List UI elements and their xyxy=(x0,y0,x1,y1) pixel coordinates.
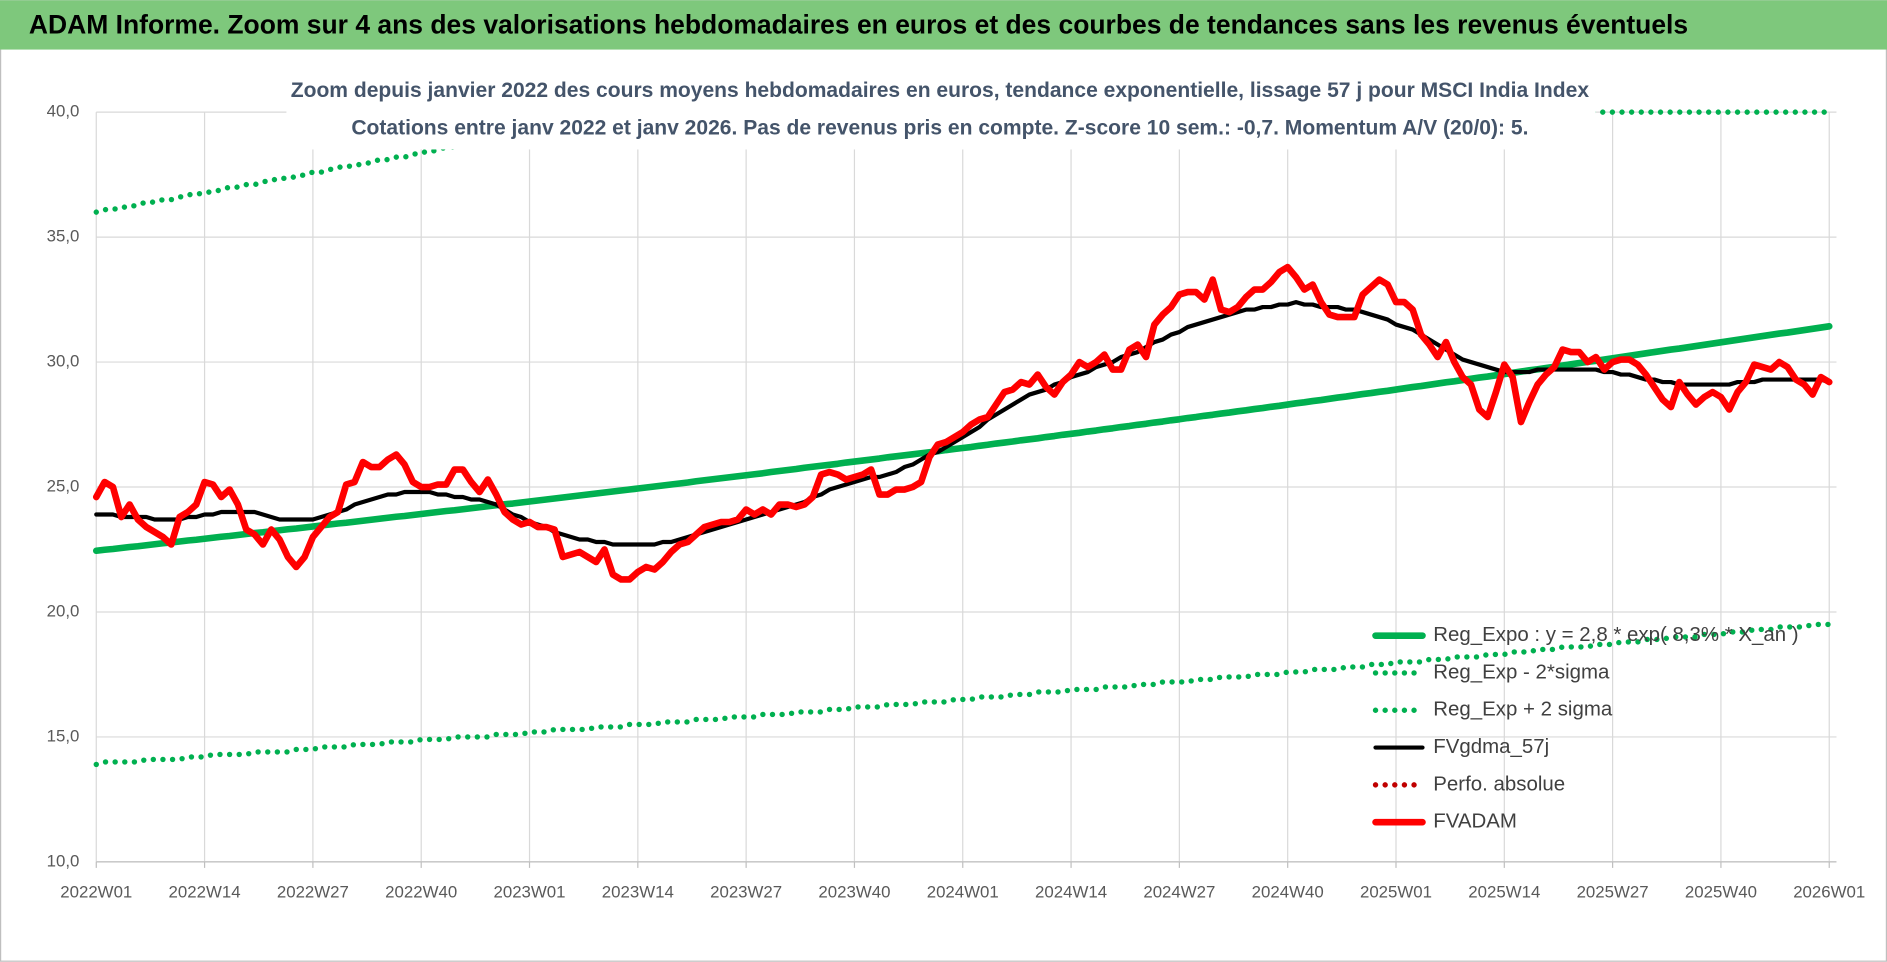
x-tick-label: 2022W27 xyxy=(277,883,349,902)
x-tick-label: 2025W27 xyxy=(1577,883,1649,902)
x-tick-label: 2025W14 xyxy=(1468,883,1540,902)
y-tick-label: 35,0 xyxy=(47,227,80,246)
x-tick-label: 2022W14 xyxy=(169,883,241,902)
x-tick-label: 2024W01 xyxy=(927,883,999,902)
header-title: ADAM Informe. Zoom sur 4 ans des valoris… xyxy=(29,10,1688,40)
series-line xyxy=(93,621,1832,768)
y-tick-label: 25,0 xyxy=(47,476,80,495)
legend-label: Reg_Exp + 2 sigma xyxy=(1433,698,1613,721)
legend: Reg_Expo : y = 2,8 * exp( 8,3% * X_an ) R… xyxy=(1372,623,1799,833)
x-tick-label: 2025W01 xyxy=(1360,883,1432,902)
y-tick-label: 10,0 xyxy=(47,851,80,870)
x-tick-label: 2025W40 xyxy=(1685,883,1757,902)
legend-label: FVgdma_57j xyxy=(1433,735,1549,758)
x-tick-label: 2026W01 xyxy=(1793,883,1865,902)
x-tick-label: 2024W27 xyxy=(1143,883,1215,902)
x-tick-label: 2024W40 xyxy=(1252,883,1324,902)
legend-label: Reg_Expo : y = 2,8 * exp( 8,3% * X_an ) xyxy=(1433,623,1798,646)
y-tick-label: 30,0 xyxy=(47,352,80,371)
chart-subtitle: Cotations entre janv 2022 et janv 2026. … xyxy=(351,117,1528,140)
title-box xyxy=(286,72,1596,150)
x-tick-label: 2024W14 xyxy=(1035,883,1107,902)
series-line xyxy=(93,109,1832,215)
series-line xyxy=(92,263,1833,583)
legend-label: Perfo. absolue xyxy=(1433,772,1565,795)
y-tick-label: 40,0 xyxy=(47,102,80,121)
x-tick-label: 2023W40 xyxy=(818,883,890,902)
plot-area: 10,0 15,0 20,0 25,0 30,0 35,0 40,0 2022W01 2022W… xyxy=(47,102,1866,902)
x-tick-label: 2023W27 xyxy=(710,883,782,902)
x-tick-label: 2022W01 xyxy=(60,883,132,902)
y-tick-label: 15,0 xyxy=(47,726,80,745)
x-tick-label: 2023W14 xyxy=(602,883,674,902)
header-bar xyxy=(0,0,1887,50)
legend-label: Reg_Exp - 2*sigma xyxy=(1433,660,1610,683)
x-tick-label: 2023W01 xyxy=(493,883,565,902)
chart-title: Zoom depuis janvier 2022 des cours moyen… xyxy=(291,79,1590,102)
legend-label: FVADAM xyxy=(1433,810,1517,833)
series-line xyxy=(94,299,1832,547)
x-tick-label: 2022W40 xyxy=(385,883,457,902)
y-tick-label: 20,0 xyxy=(47,601,80,620)
